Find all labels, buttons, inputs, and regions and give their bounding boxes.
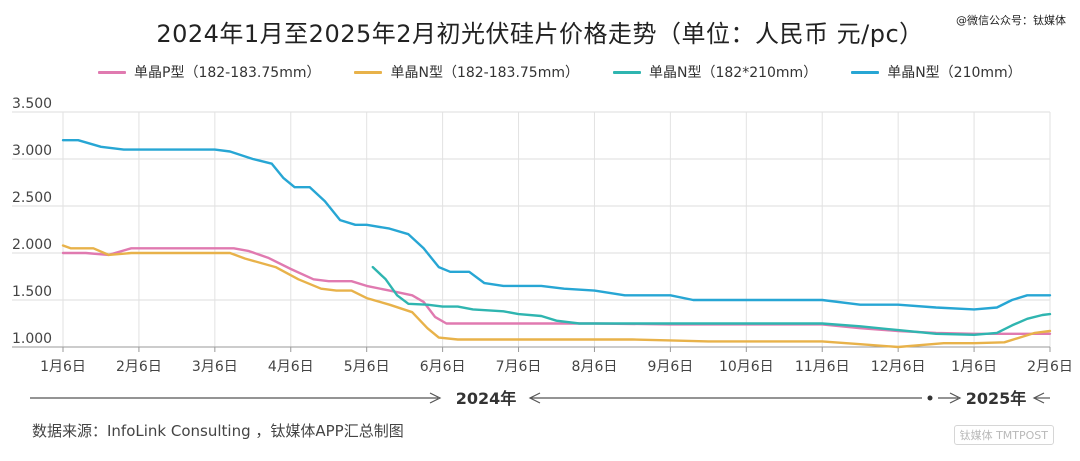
y-tick-label: 1.500 bbox=[12, 284, 52, 300]
legend-label: 单晶N型（182-183.75mm） bbox=[390, 65, 579, 81]
y-tick-label: 1.000 bbox=[12, 331, 52, 347]
legend-label: 单晶N型（182*210mm） bbox=[649, 65, 818, 81]
series-line-1 bbox=[61, 247, 1052, 335]
timeline-dot bbox=[927, 395, 933, 401]
legend-label: 单晶N型（210mm） bbox=[887, 65, 1022, 81]
legend-swatch bbox=[613, 70, 641, 74]
source-note: 数据来源：InfoLink Consulting ，钛媒体APP汇总制图 bbox=[32, 422, 404, 440]
legend-item: 单晶N型（182-183.75mm） bbox=[354, 62, 579, 82]
year-timeline: 2024年 2025年 bbox=[30, 389, 1050, 408]
watermark-text: @微信公众号：钛媒体 bbox=[956, 14, 1066, 27]
y-tick-label: 3.500 bbox=[12, 96, 52, 112]
y-tick-label: 3.000 bbox=[12, 143, 52, 159]
legend-item: 单晶P型（182-183.75mm） bbox=[98, 62, 320, 82]
legend-label: 单晶P型（182-183.75mm） bbox=[134, 65, 321, 81]
timeline-arrow-right bbox=[429, 392, 442, 404]
y-tick-label: 2.000 bbox=[12, 237, 52, 253]
x-tick-label: 4月6日 bbox=[268, 359, 314, 375]
brand-logo: 钛媒体 TMTPOST bbox=[953, 425, 1054, 445]
timeline-arrow-right-2025 bbox=[949, 392, 962, 404]
y-tick-label: 2.500 bbox=[12, 190, 52, 206]
chart-legend: 单晶P型（182-183.75mm） 单晶N型（182-183.75mm） 单晶N型… bbox=[98, 62, 1056, 82]
legend-swatch bbox=[354, 70, 383, 74]
x-tick-label: 6月6日 bbox=[420, 359, 466, 375]
year-label-2025: 2025年 bbox=[966, 389, 1027, 408]
x-tick-label: 2月6日 bbox=[116, 359, 162, 375]
series-line-4 bbox=[61, 139, 1052, 311]
series-line-2 bbox=[61, 244, 1052, 349]
x-tick-label: 11月6日 bbox=[795, 359, 850, 375]
x-tick-label: 3月6日 bbox=[192, 359, 238, 375]
legend-swatch bbox=[98, 70, 126, 74]
page-title: 2024年1月至2025年2月初光伏硅片价格走势（单位：人民币 元/pc） bbox=[156, 20, 924, 48]
x-tick-label: 12月6日 bbox=[871, 359, 926, 375]
legend-swatch bbox=[851, 70, 880, 74]
x-tick-label: 2月6日 bbox=[1027, 359, 1073, 375]
legend-item: 单晶N型（182*210mm） bbox=[613, 62, 817, 82]
x-tick-label: 7月6日 bbox=[496, 359, 542, 375]
series-line-3 bbox=[371, 265, 1052, 336]
x-tick-label: 5月6日 bbox=[344, 359, 390, 375]
legend-item: 单晶N型（210mm） bbox=[851, 62, 1022, 82]
x-tick-label: 1月6日 bbox=[951, 359, 997, 375]
x-tick-label: 10月6日 bbox=[719, 359, 774, 375]
x-tick-label: 9月6日 bbox=[647, 359, 693, 375]
year-label-2024: 2024年 bbox=[456, 389, 517, 408]
x-tick-label: 1月6日 bbox=[40, 359, 86, 375]
x-tick-label: 8月6日 bbox=[572, 359, 618, 375]
